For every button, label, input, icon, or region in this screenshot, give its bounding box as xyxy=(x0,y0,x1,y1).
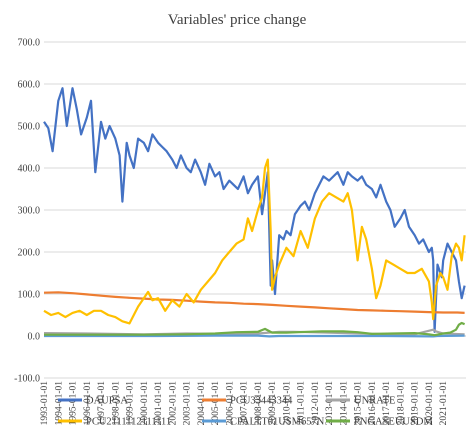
x-axis-ticks: 1993-01-01 1994-01-01 1995-01-01 1996-01-01… xyxy=(40,381,449,426)
x-tick-label: 1998-01-01 xyxy=(111,381,121,426)
legend-label: UNRATE xyxy=(354,396,395,407)
x-tick-label: 2017-01-01 xyxy=(382,381,392,426)
x-tick-label: 2002-01-01 xyxy=(168,381,178,426)
x-tick-label: 2010-01-01 xyxy=(282,381,292,426)
x-tick-label: 2012-01-01 xyxy=(311,381,321,426)
series-line-cpaltt01usm657n xyxy=(44,334,465,338)
x-tick-label: 1996-01-01 xyxy=(83,381,93,426)
chart-title: Variables' price change xyxy=(168,12,307,28)
x-tick-label: 2000-01-01 xyxy=(140,381,150,426)
legend-label: CPALTT01USM657N xyxy=(230,417,325,428)
series-line-pcu2111112111111 xyxy=(43,158,466,325)
x-tick-label: 2018-01-01 xyxy=(396,381,406,426)
x-tick-label: 2015-01-01 xyxy=(354,381,364,426)
x-tick-label: 2016-01-01 xyxy=(368,381,378,426)
y-tick-label: 200.0 xyxy=(18,248,41,259)
x-tick-label: 2006-01-01 xyxy=(225,381,235,426)
y-tick-label: 500.0 xyxy=(18,122,41,133)
x-tick-label: 2014-01-01 xyxy=(339,381,349,426)
x-tick-label: 2009-01-01 xyxy=(268,381,278,426)
x-tick-label: 1997-01-01 xyxy=(97,381,107,426)
x-tick-label: 2005-01-01 xyxy=(211,381,221,426)
series-lines xyxy=(43,87,466,338)
x-tick-label: 2001-01-01 xyxy=(154,381,164,426)
x-tick-label: 1993-01-01 xyxy=(40,381,50,426)
y-tick-label: 700.0 xyxy=(18,38,41,49)
x-tick-label: 2020-01-01 xyxy=(425,381,435,426)
x-tick-label: 1999-01-01 xyxy=(126,381,136,426)
legend-label: PNGASEUUSDM xyxy=(354,417,433,428)
y-tick-label: 0.0 xyxy=(28,332,41,343)
x-tick-label: 1995-01-01 xyxy=(69,381,79,426)
x-tick-label: 2008-01-01 xyxy=(254,381,264,426)
y-tick-label: -100.0 xyxy=(14,374,40,385)
y-tick-label: 300.0 xyxy=(18,206,41,217)
x-tick-label: 1994-01-01 xyxy=(54,381,64,426)
x-tick-label: 2011-01-01 xyxy=(297,381,307,425)
x-tick-label: 2007-01-01 xyxy=(240,381,250,426)
x-tick-label: 2003-01-01 xyxy=(183,381,193,426)
series-line-daupsa xyxy=(43,87,466,333)
x-tick-label: 2019-01-01 xyxy=(411,381,421,426)
x-tick-label: 2021-01-01 xyxy=(439,381,449,426)
y-tick-label: 100.0 xyxy=(18,290,41,301)
x-tick-label: 2013-01-01 xyxy=(325,381,335,426)
y-tick-label: 600.0 xyxy=(18,80,41,91)
legend-label: DAUPSA xyxy=(86,396,128,407)
y-tick-label: 400.0 xyxy=(18,164,41,175)
series-line-pngaseuusdm xyxy=(44,321,466,337)
series-line-pcu33443344 xyxy=(43,291,465,314)
x-tick-label: 2004-01-01 xyxy=(197,381,207,426)
legend-label: PCU33443344 xyxy=(230,396,293,407)
legend: DAUPSA PCU33443344 UNRATE PCU2111112111111 C… xyxy=(58,396,433,428)
gridlines xyxy=(44,41,466,379)
y-axis-ticks: -100.0 0.0 100.0 200.0 300.0 400.0 500.0 600.0 7… xyxy=(14,38,40,385)
legend-label: PCU2111112111111 xyxy=(86,417,171,428)
